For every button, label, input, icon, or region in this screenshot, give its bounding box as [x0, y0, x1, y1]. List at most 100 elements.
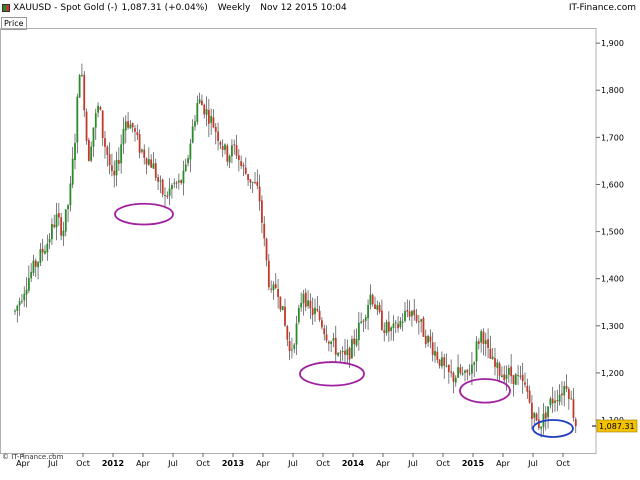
- candle-body: [452, 372, 455, 382]
- candle-body: [371, 295, 374, 305]
- footer-brand: © IT-Finance.com: [2, 453, 64, 461]
- candle-body: [194, 121, 196, 127]
- candle-body: [83, 74, 86, 111]
- candle-body: [295, 323, 298, 345]
- candle-body: [401, 321, 404, 323]
- candle-body: [175, 182, 178, 184]
- candle-body: [23, 293, 26, 301]
- candle-body: [549, 398, 552, 406]
- candle-body: [357, 322, 360, 341]
- candle-body: [381, 310, 383, 330]
- x-tick-label: 2013: [222, 459, 244, 468]
- purple-circle-annotation: [114, 202, 174, 226]
- candle-body: [196, 103, 199, 123]
- last-price-tag: [596, 419, 638, 433]
- candle-body: [330, 341, 333, 345]
- candle-body: [164, 195, 166, 197]
- candle-body: [284, 306, 286, 326]
- candle-body: [90, 146, 93, 161]
- purple-circle-annotation: [459, 378, 511, 404]
- candle-body: [293, 344, 296, 349]
- candle-body: [411, 311, 413, 317]
- y-tick-label: 1,300: [601, 322, 624, 331]
- candle-body: [233, 144, 236, 146]
- candle-body: [237, 155, 240, 160]
- candle-body: [341, 351, 344, 353]
- candle-body: [27, 277, 30, 291]
- candle-body: [309, 300, 312, 309]
- x-tick-label: 2014: [342, 459, 365, 468]
- candle-body: [547, 406, 549, 418]
- candle-body: [51, 224, 53, 240]
- candle-body: [431, 342, 434, 355]
- candle-body: [424, 335, 427, 345]
- candle-body: [429, 336, 432, 342]
- candle-body: [267, 260, 270, 288]
- y-tick-label: 1,600: [601, 180, 624, 189]
- candle-body: [512, 375, 515, 385]
- candle-body: [221, 145, 224, 150]
- candle-body: [159, 180, 162, 182]
- candle-body: [556, 400, 559, 402]
- candle-body: [348, 347, 351, 360]
- candle-body: [387, 321, 390, 332]
- candle-body: [205, 109, 208, 115]
- candle-body: [180, 180, 183, 183]
- candle-body: [334, 337, 337, 355]
- candle-body: [510, 366, 513, 377]
- candle-body: [81, 74, 83, 76]
- candle-body: [249, 179, 252, 183]
- candle-body: [74, 142, 76, 161]
- candle-body: [501, 375, 503, 378]
- candle-body: [240, 161, 243, 166]
- candle-body: [434, 351, 436, 356]
- candle-body: [53, 224, 56, 227]
- x-tick-label: 2015: [462, 459, 485, 468]
- candle-body: [94, 113, 97, 128]
- candle-body: [145, 158, 148, 165]
- y-tick-label: 1,200: [601, 369, 624, 378]
- candle-body: [226, 145, 229, 162]
- chart-header: XAUUSD - Spot Gold (-) 1,087.31 (+0.04%)…: [0, 0, 640, 16]
- candle-body: [62, 230, 65, 237]
- candle-body: [104, 138, 106, 147]
- candle-body: [561, 393, 563, 396]
- candle-body: [46, 243, 49, 253]
- candle-body: [304, 292, 307, 307]
- candle-body: [436, 351, 439, 360]
- candle-body: [219, 142, 222, 145]
- candle-body: [558, 394, 561, 402]
- candle-body: [468, 373, 471, 375]
- x-tick-label: Jul: [407, 459, 418, 468]
- candle-body: [355, 339, 358, 346]
- candle-body: [48, 239, 51, 243]
- candle-body: [302, 293, 305, 304]
- candle-body: [143, 149, 146, 158]
- candle-body: [362, 320, 365, 322]
- candle-body: [228, 155, 231, 163]
- brand-label: IT-Finance.com: [568, 3, 636, 13]
- instrument-name: Spot Gold (-): [60, 3, 118, 13]
- candle-body: [129, 124, 132, 129]
- candle-body: [311, 308, 314, 315]
- candle-body: [258, 186, 261, 202]
- candle-body: [39, 249, 42, 263]
- candle-body: [413, 309, 416, 316]
- candle-body: [420, 319, 423, 322]
- x-tick-label: Oct: [196, 459, 210, 468]
- candle-body: [447, 365, 450, 373]
- candle-body: [57, 213, 60, 218]
- candle-body: [274, 284, 277, 288]
- candle-body: [189, 143, 192, 160]
- candle-body: [390, 327, 393, 331]
- candle-body: [231, 145, 233, 157]
- candle-body: [177, 180, 180, 183]
- candle-body: [376, 305, 379, 310]
- price-pane-label[interactable]: Price: [1, 17, 27, 30]
- candle-body: [491, 356, 494, 359]
- candle-body: [212, 117, 215, 128]
- candle-body: [235, 145, 238, 156]
- candle-body: [369, 294, 372, 305]
- candle-body: [191, 126, 194, 143]
